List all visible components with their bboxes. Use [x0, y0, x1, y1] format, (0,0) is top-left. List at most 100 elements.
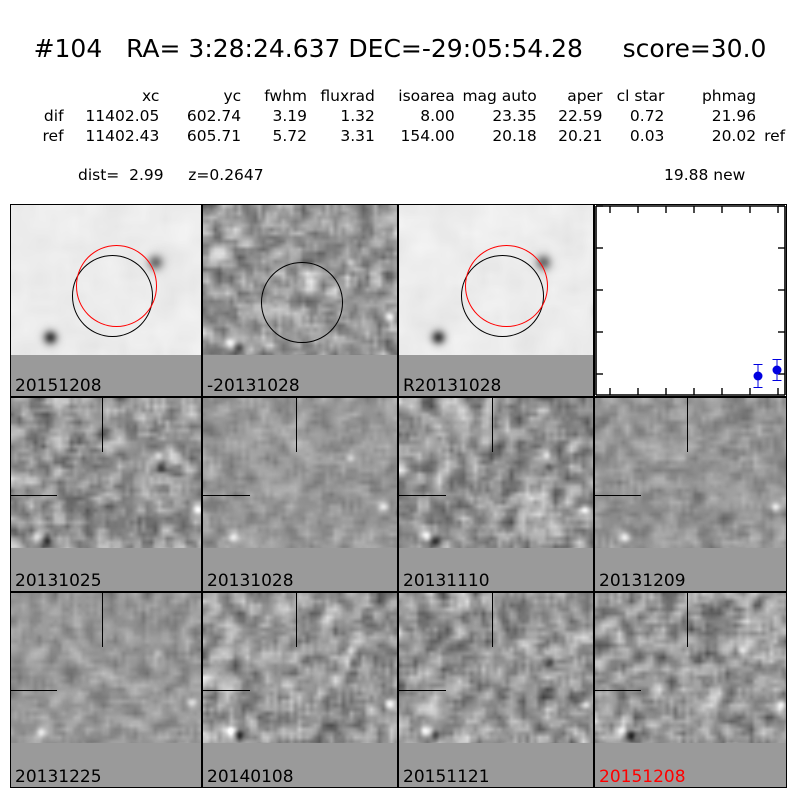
stamp-panel-reference[interactable]: R20131028	[398, 204, 594, 397]
stamp-image	[11, 593, 201, 743]
row-yc: 602.74	[186, 107, 242, 125]
lightcurve-errorbar-cap	[772, 359, 782, 361]
crosshair-tick-horizontal	[399, 494, 446, 496]
row-phmag: 20.02	[711, 127, 757, 145]
lightcurve-errorbar-cap	[772, 380, 782, 382]
row-isoarea: 8.00	[420, 107, 455, 125]
stamp-panel-20151208-selected[interactable]: 20151208	[594, 592, 787, 788]
crosshair-tick-horizontal	[203, 494, 250, 496]
row-aper: 22.59	[558, 107, 603, 125]
row-mag-auto: 23.35	[492, 107, 537, 125]
table-header-row: xc yc fwhm fluxrad isoarea mag auto aper…	[0, 86, 800, 106]
stamp-label: 20131225	[15, 767, 102, 788]
lightcurve-data-point[interactable]	[753, 371, 763, 381]
stamp-image	[11, 398, 201, 548]
stamp-label: 20131025	[15, 571, 102, 592]
crosshair-tick-vertical	[102, 593, 104, 648]
crosshair-tick-vertical	[102, 398, 104, 453]
stamp-image	[595, 398, 786, 548]
header-mag-auto: mag auto	[462, 87, 537, 105]
row-phmag: 21.96	[711, 107, 757, 125]
header-aper: aper	[567, 87, 603, 105]
stamp-panel-20131209[interactable]: 20131209	[594, 397, 787, 592]
row-cl-star: 0.72	[629, 107, 665, 125]
header-isoarea: isoarea	[398, 87, 455, 105]
photometry-table: xc yc fwhm fluxrad isoarea mag auto aper…	[0, 86, 800, 146]
stamp-panel-20131225[interactable]: 20131225	[10, 592, 202, 788]
stamp-panel-20131110[interactable]: 20131110	[398, 397, 594, 592]
lightcurve-data-point[interactable]	[772, 365, 782, 375]
lightcurve-errorbar-cap	[753, 363, 763, 365]
stamp-label: -20131028	[207, 376, 300, 397]
aperture-circle-ref	[261, 262, 343, 343]
dist-redshift-text: dist= 2.99 z=0.2647	[78, 166, 264, 184]
header-fwhm: fwhm	[264, 87, 307, 105]
crosshair-tick-vertical	[686, 398, 688, 453]
header-yc: yc	[223, 87, 242, 105]
row-isoarea: 154.00	[400, 127, 455, 145]
row-xc: 11402.43	[85, 127, 160, 145]
stamp-label: 20131110	[403, 571, 490, 592]
stamp-label: 20140108	[207, 767, 294, 788]
stamp-image	[399, 593, 593, 743]
crosshair-tick-horizontal	[11, 690, 57, 691]
table-row-ref: ref 11402.43 605.71 5.72 3.31 154.00 20.…	[0, 126, 800, 146]
row-aper: 20.21	[558, 127, 603, 145]
header-phmag: phmag	[701, 87, 757, 105]
row-tag: ref	[42, 127, 64, 145]
row-fluxrad: 3.31	[340, 127, 375, 145]
row-fwhm: 3.19	[272, 107, 307, 125]
stamp-image	[595, 593, 786, 743]
stamp-image	[399, 398, 593, 548]
stamp-panel-new[interactable]: 20151208	[10, 204, 202, 397]
row-xc: 11402.05	[85, 107, 160, 125]
row-yc: 605.71	[186, 127, 242, 145]
crosshair-tick-horizontal	[399, 690, 446, 691]
stamp-label: 20151208	[15, 376, 102, 397]
new-magnitude-value: 19.88 new	[664, 166, 746, 184]
cutout-stamp-grid: 20151208 -20131028 R20131028 2223242526−…	[10, 204, 787, 788]
stamp-panel-20131025[interactable]: 20131025	[10, 397, 202, 592]
crosshair-tick-vertical	[686, 593, 688, 648]
page-title: #104 RA= 3:28:24.637 DEC=-29:05:54.28 sc…	[33, 34, 767, 63]
crosshair-tick-vertical	[492, 593, 494, 648]
row-cl-star: 0.03	[629, 127, 665, 145]
row-tag: dif	[43, 107, 64, 125]
lightcurve-plot-panel[interactable]: 2223242526−120−100−80−60−40−200	[594, 204, 787, 397]
header-suffix	[760, 86, 800, 106]
aperture-circle-new	[464, 245, 549, 328]
crosshair-tick-vertical	[492, 398, 494, 453]
stamp-panel-20151121[interactable]: 20151121	[398, 592, 594, 788]
stamp-image	[203, 398, 397, 548]
row-suffix: ref	[764, 127, 786, 145]
lightcurve-axes: 2223242526−120−100−80−60−40−200	[595, 205, 786, 396]
table-row-dif: dif 11402.05 602.74 3.19 1.32 8.00 23.35…	[0, 106, 800, 126]
stamp-label: R20131028	[403, 376, 502, 397]
distance-redshift-line: dist= 2.99 z=0.2647 19.88 new	[0, 166, 800, 220]
crosshair-tick-horizontal	[203, 690, 250, 691]
stamp-label: 20131028	[207, 571, 294, 592]
row-suffix	[760, 106, 800, 126]
row-fluxrad: 1.32	[340, 107, 375, 125]
stamp-label: 20151121	[403, 767, 490, 788]
lightcurve-svg	[595, 205, 786, 396]
lightcurve-errorbar-cap	[753, 387, 763, 389]
header-cl-star: cl star	[616, 87, 665, 105]
crosshair-tick-horizontal	[595, 494, 641, 496]
stamp-panel-20140108[interactable]: 20140108	[202, 592, 398, 788]
row-fwhm: 5.72	[272, 127, 307, 145]
stamp-image	[203, 593, 397, 743]
stamp-panel-20131028[interactable]: 20131028	[202, 397, 398, 592]
row-mag-auto: 20.18	[492, 127, 537, 145]
header-fluxrad: fluxrad	[320, 87, 375, 105]
crosshair-tick-vertical	[296, 398, 298, 453]
header-blank	[0, 86, 74, 106]
stamp-panel-template-neg[interactable]: -20131028	[202, 204, 398, 397]
stamp-label-highlighted: 20151208	[599, 767, 686, 788]
header-xc: xc	[141, 87, 160, 105]
stamp-label: 20131209	[599, 571, 686, 592]
crosshair-tick-horizontal	[595, 690, 641, 691]
crosshair-tick-vertical	[296, 593, 298, 648]
crosshair-tick-horizontal	[11, 494, 57, 496]
aperture-circle-new	[75, 245, 158, 328]
